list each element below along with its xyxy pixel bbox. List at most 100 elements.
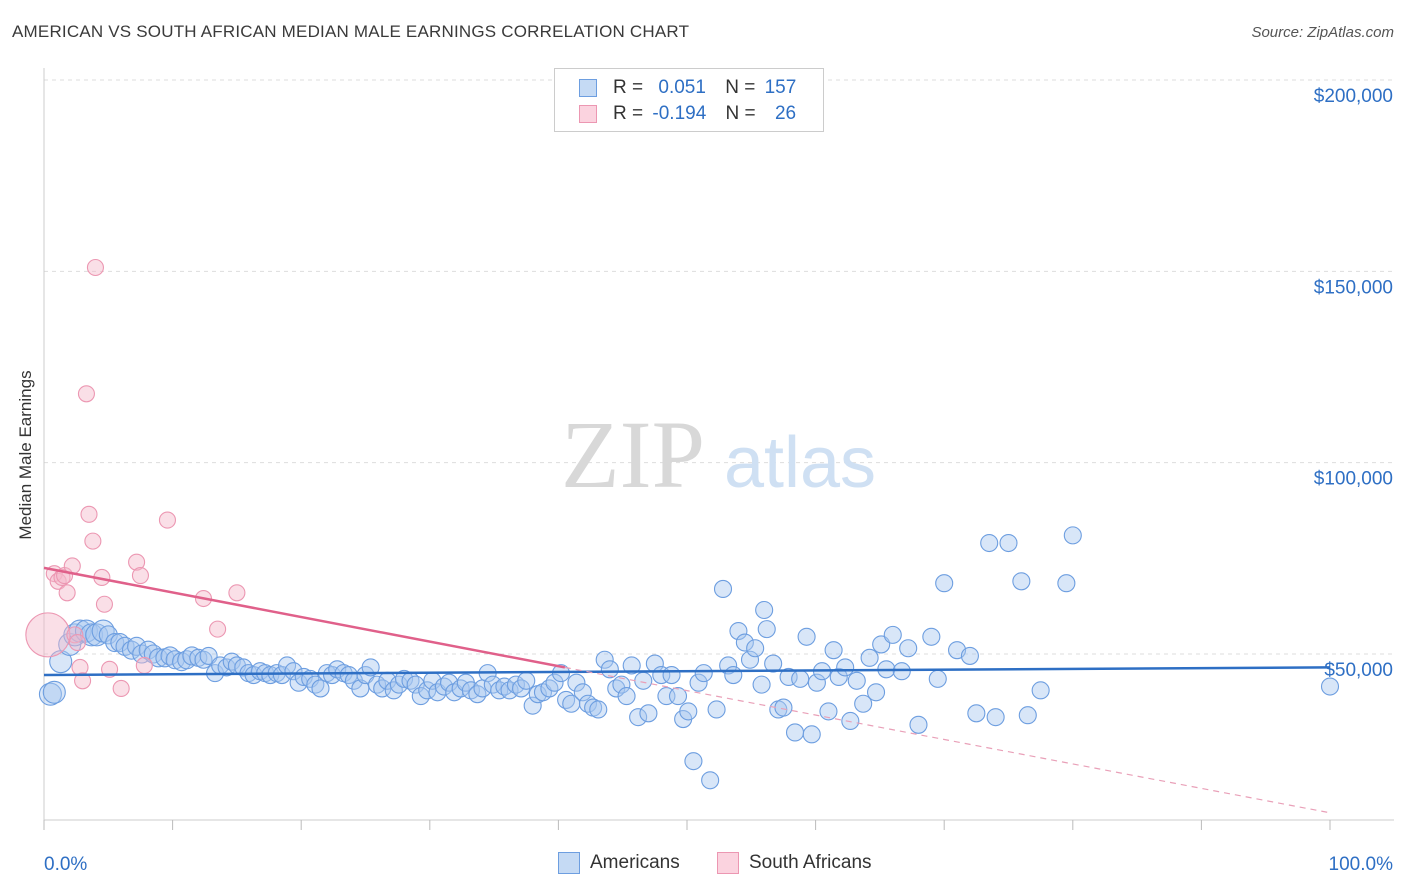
watermark-atlas: atlas — [724, 423, 876, 503]
american-point — [395, 669, 414, 688]
bottom-legend-swatch-americans — [558, 852, 580, 874]
american-point — [872, 635, 891, 654]
american-point — [234, 658, 253, 677]
south-african-point — [228, 584, 246, 602]
x-tick-labels: 0.0% 100.0% — [44, 854, 1393, 875]
y-tick-label: $200,000 — [1314, 86, 1393, 107]
american-point — [1320, 677, 1340, 696]
american-point — [600, 660, 619, 679]
american-point — [98, 625, 118, 645]
legend-r-value: -0.194 — [652, 103, 707, 124]
american-point — [612, 675, 631, 694]
american-point — [829, 667, 848, 687]
american-point — [629, 708, 648, 727]
americans-trend-line — [43, 666, 1331, 677]
south-african-point — [131, 567, 149, 585]
american-point — [517, 671, 536, 690]
american-point — [1012, 572, 1031, 591]
american-point — [757, 620, 776, 639]
american-point — [740, 650, 760, 669]
americans-points — [38, 526, 1340, 790]
american-point — [746, 639, 765, 658]
american-point — [662, 665, 681, 685]
legend-n-label: N = — [725, 103, 756, 124]
american-point — [847, 671, 866, 690]
south-african-point — [58, 584, 76, 602]
american-point — [779, 667, 798, 687]
legend-r-label: R = — [613, 103, 644, 124]
bottom-legend-swatch-south-africans — [717, 852, 739, 874]
south-african-point — [209, 620, 227, 638]
south-african-point — [86, 258, 104, 277]
south-african-point — [112, 679, 130, 697]
american-point — [595, 650, 614, 669]
american-point — [182, 646, 202, 666]
american-point — [622, 656, 641, 675]
american-point — [545, 673, 564, 692]
legend-swatch-americans — [579, 79, 597, 97]
legend-swatch-south-africans — [579, 105, 597, 123]
american-point — [284, 662, 303, 681]
y-tick-labels: $50,000 $100,000 $150,000 $200,000 — [1314, 86, 1393, 681]
south-africans-points — [25, 258, 246, 697]
american-point — [540, 679, 559, 698]
american-point — [999, 533, 1018, 553]
american-point — [1031, 681, 1050, 700]
american-point — [689, 673, 708, 692]
american-point — [729, 621, 748, 641]
american-point — [797, 627, 816, 646]
american-point — [617, 687, 636, 706]
american-point — [361, 658, 380, 677]
american-point — [1057, 574, 1076, 593]
south-african-point — [158, 511, 177, 529]
american-point — [105, 632, 125, 653]
south-african-point — [84, 532, 102, 550]
american-point — [311, 679, 330, 698]
american-point — [85, 623, 109, 647]
source-label: Source: ZipAtlas.com — [1251, 24, 1394, 41]
south-african-point — [101, 660, 119, 678]
american-point — [38, 682, 62, 706]
american-point — [177, 650, 197, 670]
american-point — [199, 646, 218, 665]
american-point — [980, 533, 999, 553]
american-point — [764, 654, 783, 673]
american-point — [589, 700, 608, 719]
american-point — [523, 696, 542, 715]
south-african-point — [128, 553, 146, 571]
x-tick-label: 100.0% — [1329, 854, 1394, 875]
american-point — [883, 625, 902, 644]
american-point — [774, 698, 793, 717]
american-point — [724, 665, 743, 685]
american-point — [866, 683, 886, 702]
american-point — [694, 664, 713, 683]
american-point — [824, 641, 843, 660]
american-point — [785, 723, 805, 742]
american-point — [684, 752, 703, 771]
american-point — [42, 680, 66, 704]
american-point — [986, 708, 1005, 727]
american-point — [841, 711, 860, 731]
south-african-point — [68, 633, 86, 652]
american-point — [854, 694, 873, 713]
american-point — [668, 687, 688, 706]
american-point — [807, 673, 826, 692]
bottom-legend-label-americans: Americans — [590, 852, 680, 873]
american-point — [272, 665, 291, 685]
american-point — [928, 669, 947, 688]
american-point — [567, 673, 586, 692]
south-african-point — [77, 385, 95, 403]
american-point — [860, 648, 879, 667]
american-point — [967, 704, 986, 723]
y-tick-label: $50,000 — [1324, 660, 1393, 681]
american-point — [384, 681, 403, 700]
american-point — [791, 669, 810, 688]
trend-lines — [43, 566, 1331, 814]
grid-lines — [44, 79, 1394, 655]
american-point — [701, 771, 720, 790]
american-point — [922, 627, 941, 646]
american-point — [1063, 526, 1082, 545]
american-point — [735, 633, 754, 652]
south-africans-trend-extension — [564, 666, 1331, 814]
legend-r-label: R = — [613, 77, 644, 98]
